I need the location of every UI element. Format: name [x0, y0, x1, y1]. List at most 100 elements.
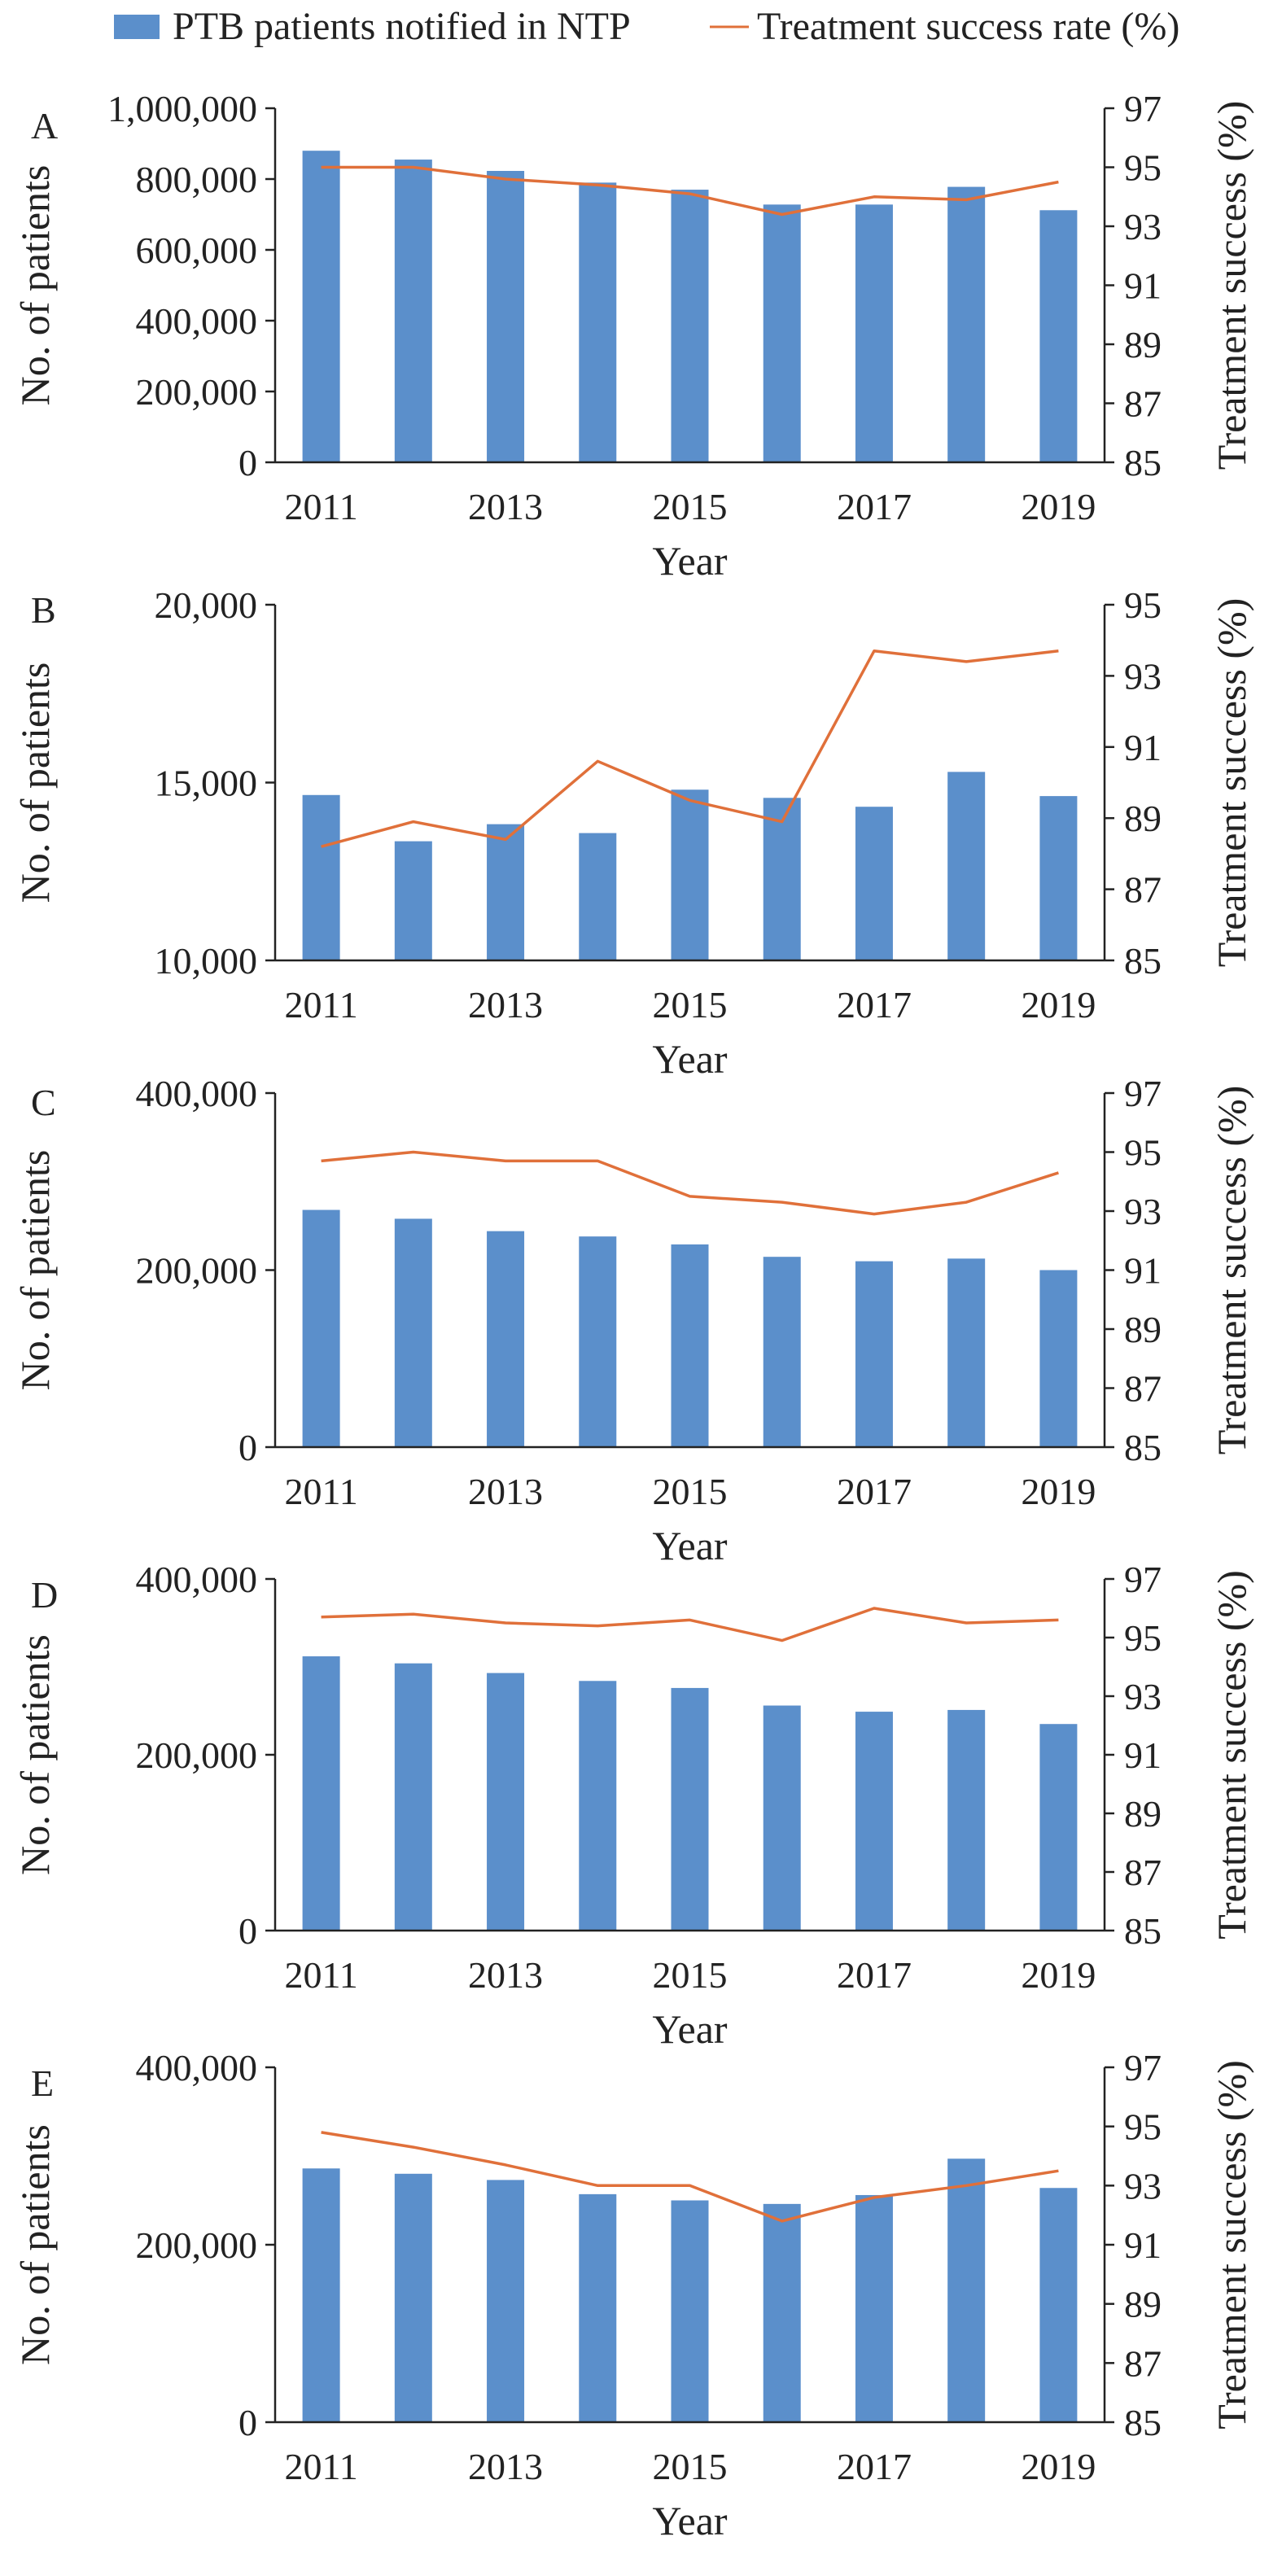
bar-2019: [1039, 1724, 1078, 1931]
right-tick-label: 85: [1124, 442, 1162, 483]
y2-axis-title: Treatment success (%): [1209, 1570, 1254, 1940]
right-tick-label: 97: [1124, 1559, 1162, 1600]
left-tick-label: 800,000: [136, 159, 258, 200]
right-tick-label: 89: [1124, 798, 1162, 839]
right-tick-label: 95: [1124, 2106, 1162, 2148]
right-tick-label: 89: [1124, 2284, 1162, 2325]
bar-2012: [394, 2173, 432, 2422]
success-rate-line: [321, 649, 1059, 848]
success-rate-line: [321, 1607, 1059, 1642]
right-tick-label: 95: [1124, 1132, 1162, 1174]
bar-2013: [487, 1673, 525, 1931]
bar-2014: [579, 1681, 617, 1931]
y-axis-title: No. of patients: [12, 165, 58, 406]
bar-2016: [763, 1257, 801, 1447]
bar-2014: [579, 182, 617, 462]
legend-line-label: Treatment success rate (%): [757, 5, 1179, 48]
bar-2015: [671, 1244, 709, 1447]
right-tick-label: 91: [1124, 727, 1162, 768]
legend: PTB patients notified in NTP Treatment s…: [114, 5, 1179, 48]
panel-e: E 0 200,000 400,000 85 87 89 91 93 95 97 2011 2013 20…: [12, 2047, 1254, 2543]
bar-2015: [671, 190, 709, 463]
bar-2019: [1039, 210, 1078, 462]
x-tick-label: 2011: [284, 486, 357, 527]
bar-2017: [855, 2194, 893, 2422]
legend-bar-label: PTB patients notified in NTP: [173, 5, 631, 48]
success-rate-line: [321, 165, 1059, 216]
bar-2019: [1039, 2188, 1078, 2422]
y-axis-title: No. of patients: [12, 1150, 58, 1391]
right-tick-label: 97: [1124, 1073, 1162, 1114]
bar-2013: [487, 824, 525, 960]
x-axis-title: Year: [652, 538, 727, 584]
x-tick-label: 2019: [1021, 984, 1096, 1026]
left-tick-label: 10,000: [155, 940, 258, 982]
left-tick-label: 400,000: [136, 2047, 258, 2088]
bar-2018: [947, 1258, 986, 1447]
x-tick-label: 2019: [1021, 1954, 1096, 1996]
panel-letter: D: [31, 1574, 58, 1616]
left-tick-label: 0: [238, 1910, 257, 1952]
bar-2014: [579, 833, 617, 960]
left-tick-label: 400,000: [136, 1559, 258, 1600]
bar-2018: [947, 2158, 986, 2422]
right-tick-label: 87: [1124, 1368, 1162, 1410]
y2-axis-title: Treatment success (%): [1209, 101, 1254, 470]
panel-b: B 10,000 15,000 20,000 85 87 89 91 93 95 2011 2013 2…: [12, 584, 1254, 1082]
x-tick-label: 2013: [468, 486, 543, 527]
success-rate-line: [321, 1150, 1059, 1216]
x-tick-label: 2017: [837, 2446, 912, 2487]
right-tick-label: 89: [1124, 324, 1162, 365]
y-axis-title: No. of patients: [12, 2124, 58, 2365]
x-axis-title: Year: [652, 1523, 727, 1568]
right-tick-label: 93: [1124, 206, 1162, 247]
right-tick-label: 91: [1124, 1250, 1162, 1292]
bar-2011: [302, 2168, 340, 2422]
bar-2015: [671, 789, 709, 960]
bar-2014: [579, 2193, 617, 2422]
right-tick-label: 93: [1124, 1191, 1162, 1232]
x-tick-label: 2011: [284, 1954, 357, 1996]
x-tick-label: 2011: [284, 984, 357, 1026]
bar-2018: [947, 1709, 986, 1931]
right-tick-label: 95: [1124, 147, 1162, 189]
right-tick-label: 91: [1124, 2224, 1162, 2266]
bar-2012: [394, 160, 432, 462]
right-tick-label: 85: [1124, 1910, 1162, 1952]
left-tick-label: 200,000: [136, 2224, 258, 2266]
right-tick-label: 87: [1124, 383, 1162, 425]
panel-letter: C: [31, 1082, 56, 1123]
bar-2011: [302, 794, 340, 960]
bar-2017: [855, 1261, 893, 1447]
bar-2015: [671, 1687, 709, 1931]
bar-2011: [302, 1656, 340, 1931]
bar-2013: [487, 1231, 525, 1447]
bar-2013: [487, 2180, 525, 2422]
bar-2016: [763, 1705, 801, 1931]
bar-2017: [855, 807, 893, 960]
x-tick-label: 2017: [837, 1471, 912, 1512]
left-tick-label: 0: [238, 442, 257, 483]
right-tick-label: 87: [1124, 2342, 1162, 2384]
legend-bar-swatch: [114, 15, 160, 39]
left-tick-label: 200,000: [136, 371, 258, 413]
bar-2019: [1039, 1270, 1078, 1447]
success-rate-line: [321, 2131, 1059, 2223]
bar-2014: [579, 1236, 617, 1447]
x-tick-label: 2015: [653, 1954, 728, 1996]
panel-letter: B: [31, 589, 56, 631]
right-tick-label: 85: [1124, 1427, 1162, 1468]
left-tick-label: 200,000: [136, 1734, 258, 1776]
x-tick-label: 2017: [837, 984, 912, 1026]
bar-2016: [763, 2203, 801, 2422]
bar-2018: [947, 186, 986, 462]
left-tick-label: 400,000: [136, 300, 258, 342]
left-tick-label: 0: [238, 2402, 257, 2443]
x-tick-label: 2017: [837, 486, 912, 527]
panel-letter: E: [31, 2062, 54, 2104]
bar-2016: [763, 798, 801, 960]
panel-c: C 0 200,000 400,000 85 87 89 91 93 95 97 2011 2013 20…: [12, 1073, 1254, 1568]
x-tick-label: 2015: [653, 2446, 728, 2487]
y2-axis-title: Treatment success (%): [1209, 1086, 1254, 1455]
